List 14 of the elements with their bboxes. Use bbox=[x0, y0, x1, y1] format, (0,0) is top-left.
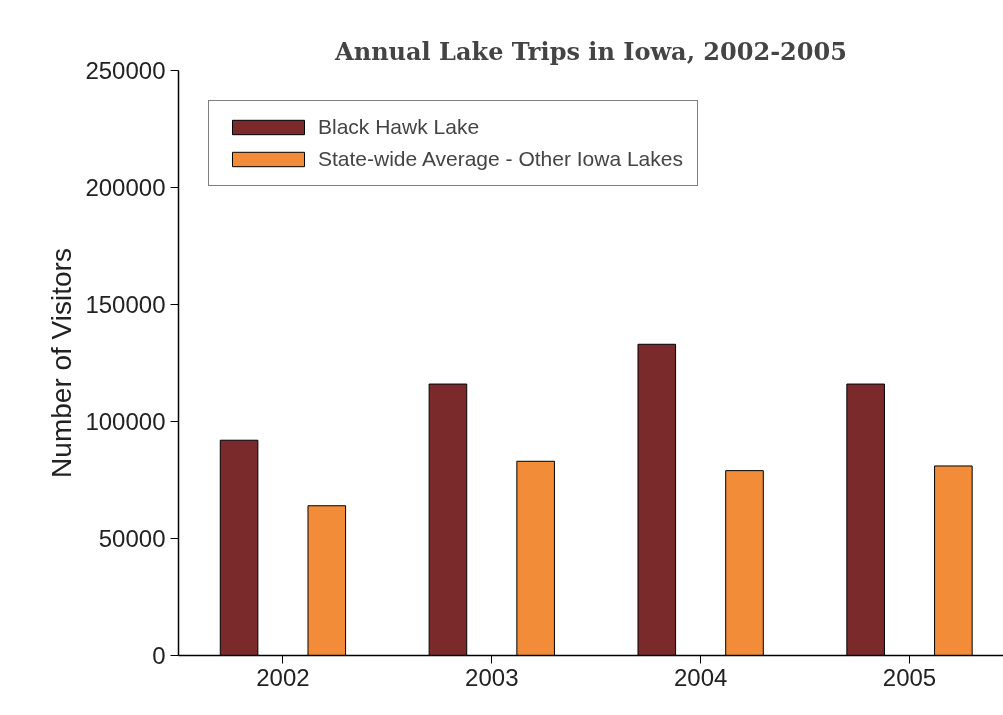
legend-label: Black Hawk Lake bbox=[318, 115, 480, 139]
x-tick-label: 2005 bbox=[882, 663, 937, 691]
y-tick-label: 200000 bbox=[85, 174, 166, 201]
y-tick-label: 150000 bbox=[85, 291, 166, 318]
y-tick-label: 0 bbox=[152, 642, 166, 669]
y-tick-label: 50000 bbox=[98, 525, 166, 552]
x-tick-label: 2003 bbox=[465, 663, 519, 691]
y-axis-title: Number of Visitors bbox=[46, 248, 78, 478]
y-tick-label: 100000 bbox=[85, 408, 166, 435]
legend-label: State-wide Average - Other Iowa Lakes bbox=[318, 147, 683, 171]
x-tick-label: 2002 bbox=[256, 663, 310, 691]
y-tick-label: 250000 bbox=[85, 57, 166, 84]
x-tick-label: 2004 bbox=[673, 663, 728, 691]
chart-title: Annual Lake Trips in Iowa, 2002-2005 bbox=[334, 36, 847, 66]
